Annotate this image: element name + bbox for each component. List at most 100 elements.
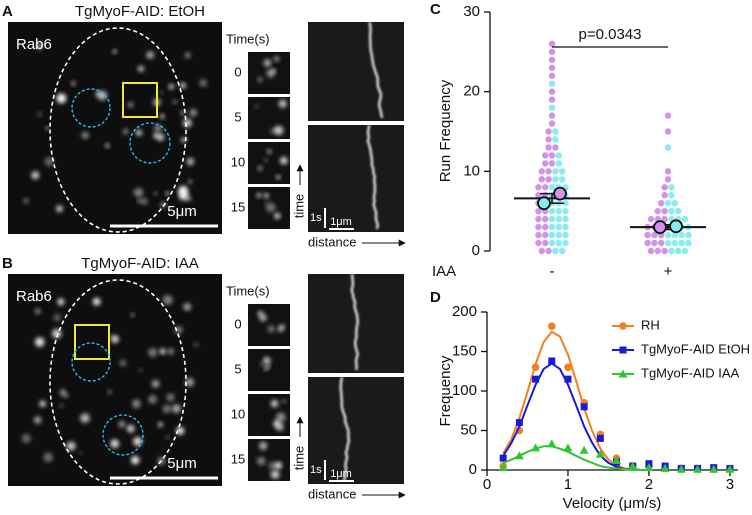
data-dot <box>552 144 559 151</box>
data-dot <box>678 231 685 239</box>
nucleus-outline <box>129 122 171 164</box>
data-point <box>515 419 523 427</box>
kymo-bg <box>308 22 404 121</box>
scale-label: 5μm <box>167 203 196 220</box>
data-dot <box>542 239 549 247</box>
vesicle <box>188 179 193 184</box>
data-point <box>514 451 524 460</box>
data-dot <box>548 207 556 215</box>
data-dot <box>548 88 556 95</box>
vesicle <box>277 326 284 333</box>
vesicle <box>259 441 268 450</box>
data-dot <box>548 215 556 223</box>
vesicle <box>182 118 192 128</box>
data-dot <box>535 207 542 215</box>
panel-label: C <box>430 1 441 18</box>
vesicle <box>178 185 189 196</box>
y-tick-label: 0 <box>469 461 477 478</box>
legend-marker <box>618 369 628 378</box>
time-label: 15 <box>231 199 245 214</box>
vesicle <box>267 325 275 333</box>
time-frame <box>248 349 290 391</box>
vesicle <box>279 156 288 165</box>
time-header: Time(s) <box>226 31 270 46</box>
time-frame <box>248 394 290 436</box>
data-dot <box>542 223 549 231</box>
kymo-time-bar: 1s <box>310 212 322 224</box>
data-point <box>548 357 556 365</box>
time-frame <box>248 304 290 346</box>
data-dot <box>548 56 556 63</box>
data-dot <box>552 176 559 183</box>
vesicle <box>23 198 29 204</box>
data-point <box>499 454 507 462</box>
vesicle <box>110 335 119 344</box>
kymo-track <box>368 21 384 119</box>
data-point <box>564 375 572 383</box>
vesicle <box>80 413 90 423</box>
time-frame <box>248 97 290 139</box>
data-dot <box>562 231 569 239</box>
data-dot <box>548 184 556 191</box>
nucleus-outline <box>71 88 111 128</box>
data-point <box>709 464 719 473</box>
data-dot <box>535 184 542 191</box>
vesicle <box>268 461 277 470</box>
panel-title: TgMyoF-AID: EtOH <box>75 3 205 20</box>
micrograph <box>8 22 222 234</box>
vesicle <box>176 426 185 435</box>
data-dot <box>664 176 672 183</box>
vesicle <box>43 452 54 463</box>
data-dot <box>542 231 549 239</box>
vesicle <box>154 191 158 196</box>
data-dot <box>555 207 562 215</box>
vesicle <box>264 200 268 204</box>
x-tick-label: - <box>550 263 555 280</box>
vesicle <box>44 156 54 167</box>
data-dot <box>562 239 569 247</box>
vesicle <box>260 362 265 367</box>
replicate-mean <box>537 196 551 211</box>
x-tick-label: + <box>664 263 673 280</box>
data-point <box>660 463 670 472</box>
data-dot <box>559 176 566 183</box>
vesicle <box>154 124 162 133</box>
y-tick-label: 200 <box>452 303 477 320</box>
vesicle <box>172 99 178 104</box>
data-dot <box>548 104 556 111</box>
y-tick-label: 20 <box>463 83 480 100</box>
data-dot <box>681 215 689 223</box>
data-point <box>547 439 557 448</box>
vesicle <box>276 175 281 180</box>
vesicle <box>264 193 269 199</box>
vesicle <box>66 441 76 451</box>
vesicle <box>281 399 286 403</box>
data-dot <box>552 247 559 255</box>
vesicle <box>56 93 67 104</box>
panel-title: TgMyoF-AID: IAA <box>81 255 199 272</box>
data-dot <box>555 215 562 223</box>
vesicle <box>274 212 281 219</box>
data-point <box>531 363 540 372</box>
legend-label: RH <box>641 317 660 332</box>
data-dot <box>664 231 672 239</box>
data-dot <box>548 80 556 87</box>
vesicle <box>31 171 40 180</box>
data-dot <box>671 239 678 247</box>
data-dot <box>671 200 678 207</box>
panel-label: B <box>2 255 13 272</box>
data-dot <box>548 40 556 48</box>
data-dot <box>562 207 569 215</box>
fit-curve <box>502 445 649 471</box>
y-axis-label: Run Frequency <box>437 79 454 182</box>
nucleus-outline <box>102 414 144 456</box>
data-dot <box>668 184 675 191</box>
data-dot <box>548 64 556 71</box>
stain-label: Rab6 <box>16 36 52 53</box>
vesicle <box>151 379 160 388</box>
data-dot <box>685 239 692 247</box>
vesicle <box>269 129 275 134</box>
vesicle <box>162 404 172 414</box>
vesicle <box>189 108 198 117</box>
